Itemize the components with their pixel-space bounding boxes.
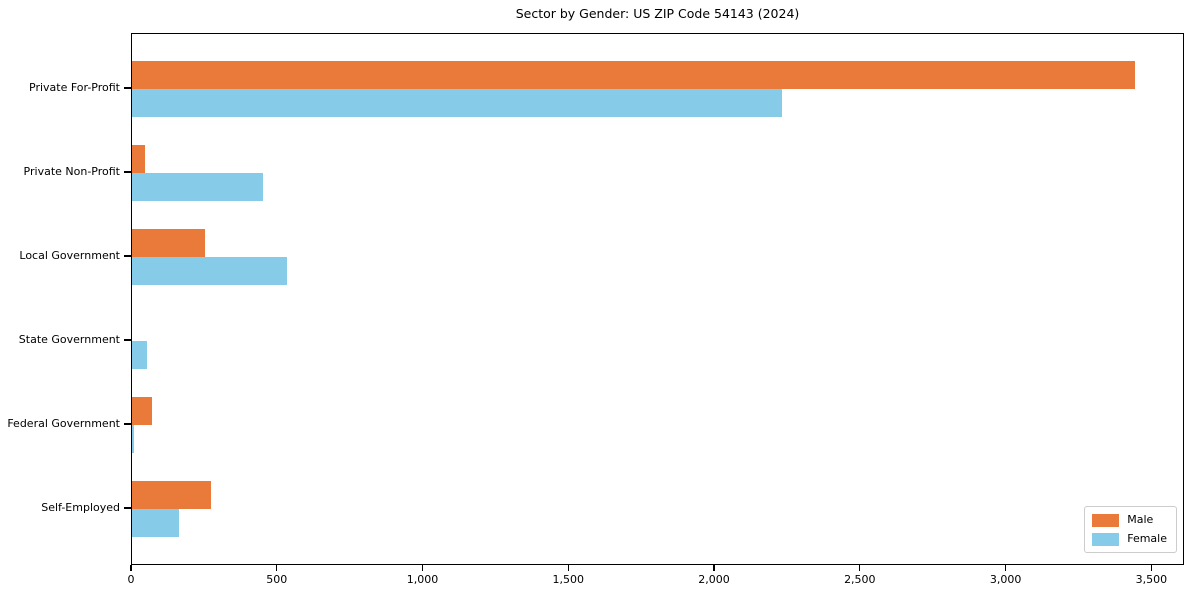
bar-female-federal-government: [132, 425, 135, 453]
y-tick-label: Private Non-Profit: [23, 165, 120, 178]
x-tick: [713, 565, 715, 571]
bar-male-private-non-profit: [132, 145, 146, 173]
legend-label-male: Male: [1127, 513, 1154, 526]
x-tick-label: 2,500: [844, 573, 876, 586]
legend-item-female: Female: [1092, 532, 1167, 546]
bar-male-private-for-profit: [132, 61, 1135, 89]
x-tick-label: 1,500: [552, 573, 585, 586]
y-tick-label: Local Government: [19, 249, 120, 262]
y-tick: [124, 423, 131, 425]
bar-male-self-employed: [132, 481, 211, 509]
y-tick-label: Self-Employed: [41, 501, 120, 514]
x-tick: [859, 565, 861, 571]
bar-female-local-government: [132, 257, 287, 285]
x-tick: [276, 565, 278, 571]
y-tick: [124, 87, 131, 89]
y-tick: [124, 507, 131, 509]
x-tick: [567, 565, 569, 571]
y-tick-label: Private For-Profit: [29, 81, 120, 94]
legend: Male Female: [1084, 506, 1177, 553]
x-tick-label: 3,500: [1135, 573, 1168, 586]
legend-swatch-male: [1092, 513, 1120, 527]
y-tick-label: Federal Government: [7, 417, 120, 430]
bar-male-federal-government: [132, 397, 153, 425]
plot-area: Male Female: [131, 33, 1184, 565]
bar-female-self-employed: [132, 509, 179, 537]
x-tick-label: 3,000: [989, 573, 1022, 586]
bar-male-local-government: [132, 229, 205, 257]
y-tick: [124, 171, 131, 173]
x-tick-label: 0: [127, 573, 135, 586]
legend-swatch-female: [1092, 532, 1120, 546]
x-tick-label: 2,000: [698, 573, 730, 586]
x-tick: [1150, 565, 1152, 571]
bar-female-private-non-profit: [132, 173, 264, 201]
legend-label-female: Female: [1127, 532, 1167, 545]
y-tick: [124, 339, 131, 341]
legend-item-male: Male: [1092, 513, 1167, 527]
bar-female-state-government: [132, 341, 147, 369]
bar-female-private-for-profit: [132, 89, 783, 117]
y-tick-label: State Government: [18, 333, 120, 346]
x-tick: [421, 565, 424, 571]
y-tick: [124, 255, 131, 257]
x-tick-label: 1,000: [406, 573, 439, 586]
x-tick: [130, 565, 132, 571]
chart-title: Sector by Gender: US ZIP Code 54143 (202…: [515, 6, 800, 21]
x-tick-label: 500: [266, 573, 288, 586]
x-tick: [1004, 565, 1007, 571]
